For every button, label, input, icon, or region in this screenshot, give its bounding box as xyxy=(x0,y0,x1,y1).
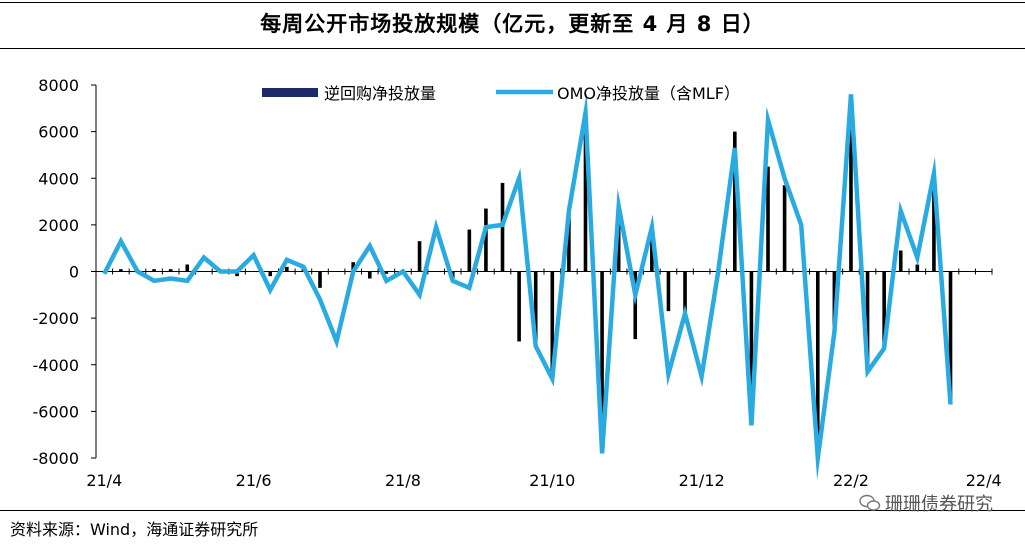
reverse-repo-bar xyxy=(484,208,488,272)
x-tick-label: 21/4 xyxy=(86,471,122,490)
source-note: 资料来源：Wind，海通证券研究所 xyxy=(10,520,259,539)
reverse-repo-bar xyxy=(915,264,920,272)
y-tick-label: 4000 xyxy=(38,169,79,188)
reverse-repo-bar xyxy=(849,122,853,272)
x-tick-label: 22/2 xyxy=(833,471,869,490)
reverse-repo-bar xyxy=(766,166,770,272)
reverse-repo-bar xyxy=(948,271,953,405)
reverse-repo-bar xyxy=(633,271,638,340)
reverse-repo-bar xyxy=(517,271,521,342)
reverse-repo-bar xyxy=(168,269,173,272)
reverse-repo-bar xyxy=(650,234,654,272)
reverse-repo-bar xyxy=(417,241,422,272)
y-tick-label: 2000 xyxy=(38,216,79,235)
chart-title: 每周公开市场投放规模（亿元，更新至 4 月 8 日） xyxy=(260,12,765,36)
reverse-repo-bar xyxy=(865,271,870,370)
wechat-icon xyxy=(859,494,881,511)
x-tick-label: 21/6 xyxy=(236,471,272,490)
y-tick-label: -2000 xyxy=(33,309,80,328)
y-tick-label: 0 xyxy=(69,263,79,282)
reverse-repo-bar xyxy=(268,271,273,277)
y-tick-label: -8000 xyxy=(33,449,80,468)
reverse-repo-bar xyxy=(932,175,936,272)
reverse-repo-bar xyxy=(683,271,687,316)
reverse-repo-bar xyxy=(500,182,505,272)
y-tick-label: -6000 xyxy=(33,402,80,421)
reverse-repo-bar xyxy=(119,269,123,272)
watermark: 珊珊债券研究 xyxy=(859,490,993,516)
title-bottom-rule xyxy=(0,48,1025,49)
x-tick-label: 21/8 xyxy=(385,471,421,490)
x-tick-label: 21/10 xyxy=(529,471,575,490)
x-tick-label: 21/12 xyxy=(679,471,725,490)
reverse-repo-bar xyxy=(185,264,190,272)
reverse-repo-bar xyxy=(733,131,737,272)
reverse-repo-bar xyxy=(367,271,372,279)
legend-swatch-bar xyxy=(262,88,318,97)
reverse-repo-bar xyxy=(533,271,538,347)
reverse-repo-bar xyxy=(898,250,903,272)
reverse-repo-bar xyxy=(351,262,355,272)
reverse-repo-bar xyxy=(235,271,239,277)
reverse-repo-bar xyxy=(600,271,604,454)
reverse-repo-bar xyxy=(152,269,156,272)
omo-net-injection-line xyxy=(102,92,953,481)
title-top-rule xyxy=(0,2,1025,3)
reverse-repo-bar xyxy=(567,210,571,272)
y-tick-label: 6000 xyxy=(38,123,79,142)
omo-line-layer xyxy=(102,92,953,481)
reverse-repo-bar xyxy=(467,229,472,272)
reverse-repo-bar xyxy=(782,185,787,272)
reverse-repo-bar xyxy=(815,271,820,458)
x-tick-label: 22/4 xyxy=(966,471,1002,490)
y-tick-label: -4000 xyxy=(33,356,80,375)
watermark-text: 珊珊债券研究 xyxy=(885,494,993,515)
legend-label-bar: 逆回购净投放量 xyxy=(324,84,436,103)
reverse-repo-bar xyxy=(616,213,621,272)
legend: 逆回购净投放量 OMO净投放量（含MLF） xyxy=(262,84,740,103)
axes: 8000 6000 4000 2000 0 -2000 -4000 -6000 -8000 21/… xyxy=(33,76,1002,490)
reverse-repo-bar xyxy=(384,271,389,274)
reverse-repo-bar xyxy=(583,119,588,272)
footer-rule xyxy=(0,510,1025,511)
y-tick-label: 8000 xyxy=(38,76,79,95)
reverse-repo-bar xyxy=(882,271,886,349)
legend-label-line: OMO净投放量（含MLF） xyxy=(557,84,740,103)
reverse-repo-bar xyxy=(666,271,671,312)
reverse-repo-bar xyxy=(285,266,289,272)
reverse-repo-bar xyxy=(318,271,322,288)
reverse-repo-bars xyxy=(119,119,953,458)
reverse-repo-bar xyxy=(749,271,754,421)
reverse-repo-bar xyxy=(550,271,555,379)
